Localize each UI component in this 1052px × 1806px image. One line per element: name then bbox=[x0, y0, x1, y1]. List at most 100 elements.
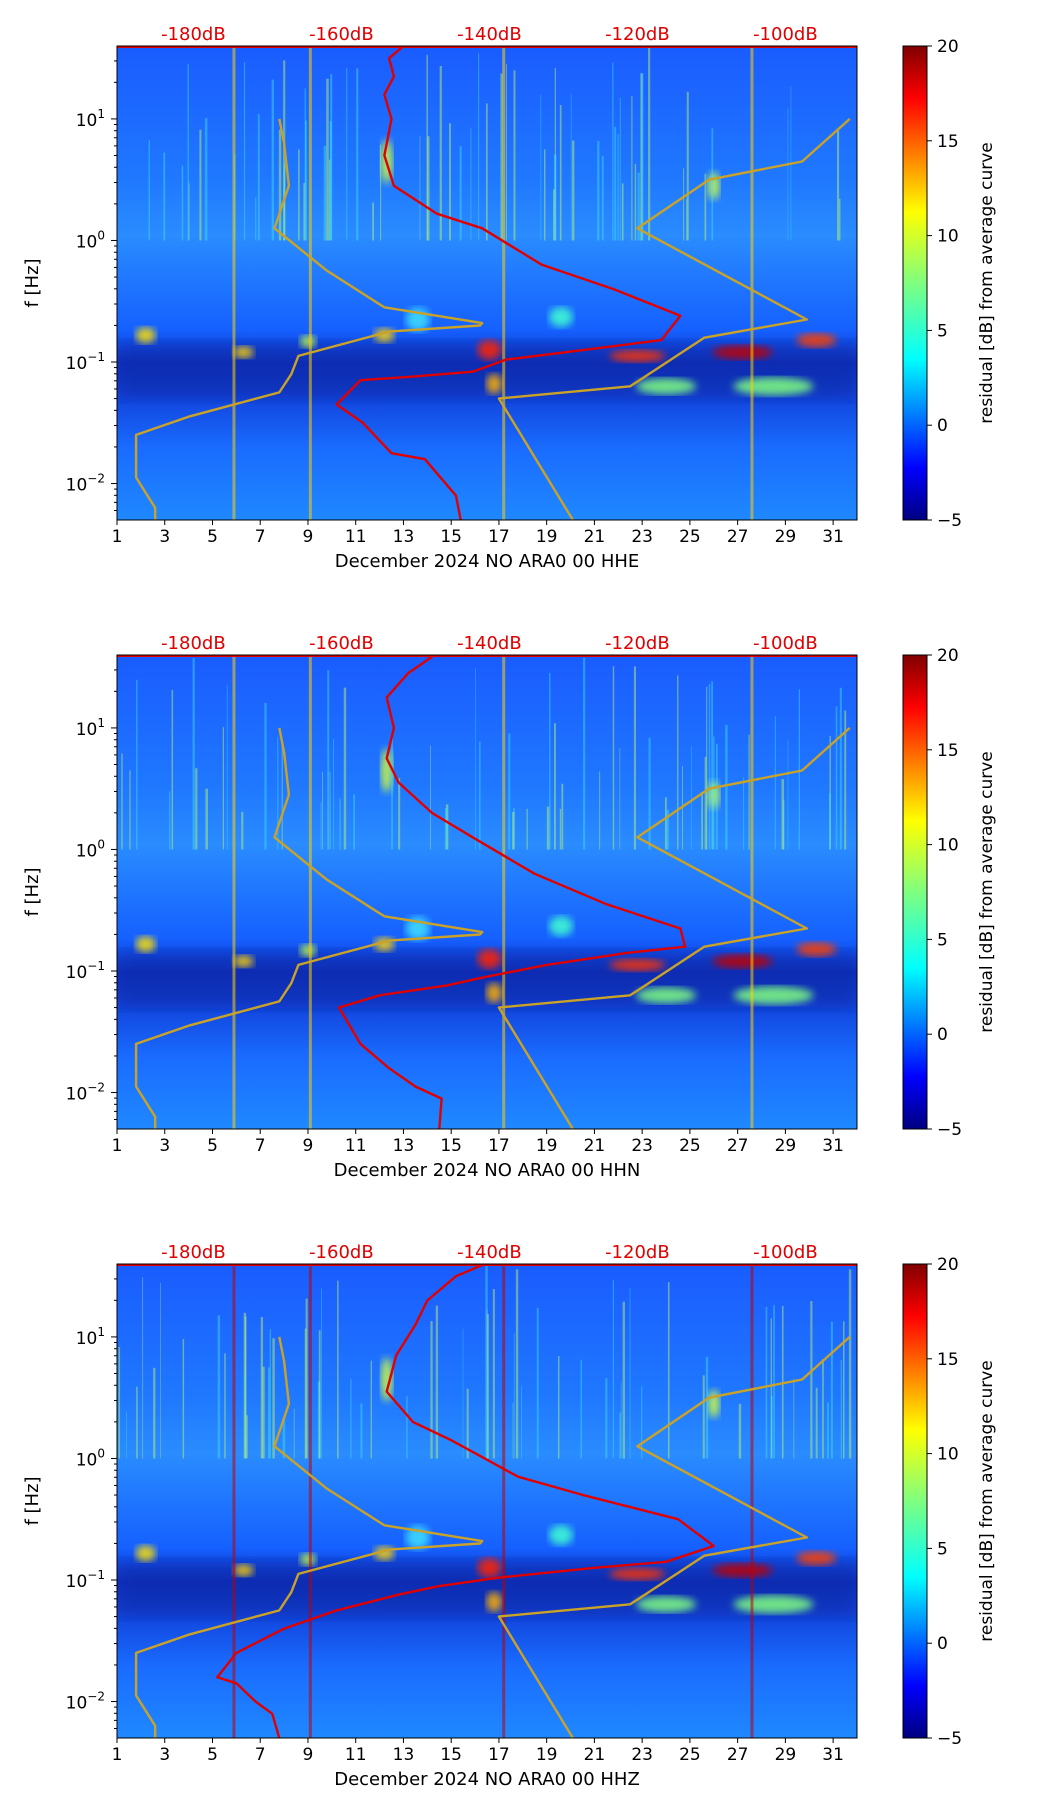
top-db-label: -100dB bbox=[753, 1242, 818, 1263]
spectrogram-background bbox=[117, 655, 857, 1129]
x-tick-label: 5 bbox=[207, 1745, 218, 1765]
x-tick-label: 27 bbox=[727, 1136, 749, 1156]
colorbar bbox=[902, 1263, 928, 1739]
x-tick-label: 9 bbox=[303, 1745, 314, 1765]
x-tick-label: 5 bbox=[207, 1136, 218, 1156]
x-tick-label: 27 bbox=[727, 527, 749, 547]
reference-model-high bbox=[497, 727, 851, 1129]
colorbar-tick-label: 10 bbox=[937, 227, 959, 247]
x-tick-label: 23 bbox=[631, 1745, 653, 1765]
colorbar-tick-label: 15 bbox=[937, 1350, 959, 1370]
y-tick-label: 101 bbox=[76, 1325, 105, 1349]
colorbar-tick-label: 10 bbox=[937, 836, 959, 856]
colorbar-tick-label: −5 bbox=[937, 511, 962, 531]
x-tick-label: 21 bbox=[584, 527, 606, 547]
top-db-label: -180dB bbox=[161, 633, 226, 654]
x-tick-label: 15 bbox=[440, 1136, 462, 1156]
x-tick-label: 25 bbox=[679, 1745, 701, 1765]
x-tick-label: 21 bbox=[584, 1136, 606, 1156]
x-tick-label: 19 bbox=[536, 1745, 558, 1765]
x-tick-label: 19 bbox=[536, 527, 558, 547]
y-tick-label: 100 bbox=[76, 837, 105, 861]
top-db-label: -140dB bbox=[457, 24, 522, 45]
colorbar-tick-label: 15 bbox=[937, 741, 959, 761]
top-db-label: -120dB bbox=[605, 1242, 670, 1263]
plot-frame bbox=[116, 1263, 858, 1739]
x-axis-label: December 2024 NO ARA0 00 HHE bbox=[335, 551, 640, 572]
noise-level-curve bbox=[335, 46, 682, 520]
colorbar-tick-label: 0 bbox=[937, 416, 948, 436]
colorbar-label: residual [dB] from average curve bbox=[977, 751, 997, 1032]
reference-model bbox=[134, 1336, 484, 1738]
top-db-label: -120dB bbox=[605, 24, 670, 45]
x-tick-label: 17 bbox=[488, 1136, 510, 1156]
y-tick-label: 101 bbox=[76, 107, 105, 131]
y-axis-label: f [Hz] bbox=[22, 867, 43, 916]
reference-model-high bbox=[497, 1336, 851, 1738]
colorbar-tick-label: 5 bbox=[937, 1539, 948, 1559]
top-db-label: -160dB bbox=[309, 24, 374, 45]
x-tick-label: 25 bbox=[679, 527, 701, 547]
colorbar-tick-label: 15 bbox=[937, 132, 959, 152]
top-db-label: -180dB bbox=[161, 1242, 226, 1263]
top-db-label: -100dB bbox=[753, 24, 818, 45]
y-tick-label: 10−2 bbox=[66, 1081, 105, 1105]
reference-model-high bbox=[497, 118, 851, 520]
y-tick-label: 10−1 bbox=[66, 1568, 105, 1592]
x-tick-label: 13 bbox=[393, 1136, 415, 1156]
reference-model bbox=[134, 118, 484, 520]
spectrogram-background bbox=[117, 1264, 857, 1738]
colorbar bbox=[902, 654, 928, 1130]
x-tick-label: 31 bbox=[822, 527, 844, 547]
colorbar-tick-label: 5 bbox=[937, 321, 948, 341]
x-tick-label: 11 bbox=[345, 527, 367, 547]
x-tick-label: 21 bbox=[584, 1745, 606, 1765]
x-tick-label: 7 bbox=[255, 1136, 266, 1156]
x-tick-label: 11 bbox=[345, 1745, 367, 1765]
y-tick-label: 10−1 bbox=[66, 350, 105, 374]
y-axis-label: f [Hz] bbox=[22, 1476, 43, 1525]
colorbar-tick-label: 20 bbox=[937, 37, 959, 57]
colorbar-tick-label: 10 bbox=[937, 1445, 959, 1465]
x-tick-label: 1 bbox=[112, 1745, 123, 1765]
x-tick-label: 27 bbox=[727, 1745, 749, 1765]
noise-level-curve bbox=[337, 655, 687, 1129]
top-db-label: -100dB bbox=[753, 633, 818, 654]
colorbar-tick-label: 5 bbox=[937, 930, 948, 950]
x-tick-label: 3 bbox=[159, 1745, 170, 1765]
x-axis-label: December 2024 NO ARA0 00 HHZ bbox=[334, 1769, 640, 1790]
y-axis-label: f [Hz] bbox=[22, 258, 43, 307]
x-axis-label: December 2024 NO ARA0 00 HHN bbox=[334, 1160, 641, 1181]
x-tick-label: 29 bbox=[775, 527, 797, 547]
colorbar bbox=[902, 45, 928, 521]
x-tick-label: 13 bbox=[393, 527, 415, 547]
x-tick-label: 23 bbox=[631, 527, 653, 547]
x-tick-label: 5 bbox=[207, 527, 218, 547]
colorbar-tick-label: −5 bbox=[937, 1120, 962, 1140]
x-tick-label: 1 bbox=[112, 527, 123, 547]
plot-frame bbox=[116, 654, 858, 1130]
y-tick-label: 100 bbox=[76, 1446, 105, 1470]
top-db-label: -160dB bbox=[309, 1242, 374, 1263]
x-tick-label: 3 bbox=[159, 1136, 170, 1156]
x-tick-label: 23 bbox=[631, 1136, 653, 1156]
x-tick-label: 3 bbox=[159, 527, 170, 547]
x-tick-label: 17 bbox=[488, 527, 510, 547]
x-tick-label: 31 bbox=[822, 1136, 844, 1156]
y-tick-label: 10−1 bbox=[66, 959, 105, 983]
plot-frame bbox=[116, 45, 858, 521]
x-tick-label: 13 bbox=[393, 1745, 415, 1765]
top-db-label: -140dB bbox=[457, 633, 522, 654]
x-tick-label: 9 bbox=[303, 527, 314, 547]
x-tick-label: 1 bbox=[112, 1136, 123, 1156]
colorbar-label: residual [dB] from average curve bbox=[977, 1360, 997, 1641]
x-tick-label: 17 bbox=[488, 1745, 510, 1765]
x-tick-label: 31 bbox=[822, 1745, 844, 1765]
y-tick-label: 101 bbox=[76, 716, 105, 740]
spectrogram-area bbox=[117, 1264, 857, 1738]
x-tick-label: 15 bbox=[440, 527, 462, 547]
y-tick-label: 10−2 bbox=[66, 472, 105, 496]
spectrogram-area bbox=[117, 46, 857, 520]
